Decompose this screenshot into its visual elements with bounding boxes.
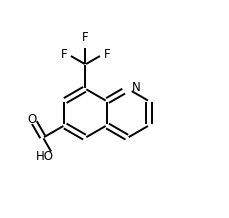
Text: HO: HO xyxy=(36,150,54,163)
Text: O: O xyxy=(28,112,37,126)
Text: F: F xyxy=(60,48,67,61)
Text: N: N xyxy=(131,81,140,94)
Text: F: F xyxy=(103,48,109,61)
Text: F: F xyxy=(82,31,88,44)
